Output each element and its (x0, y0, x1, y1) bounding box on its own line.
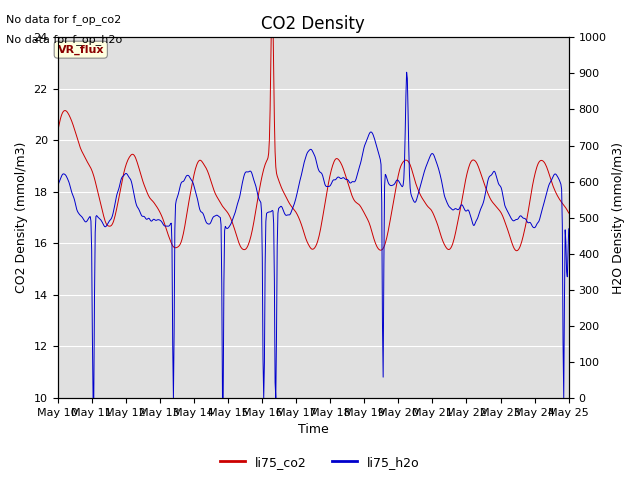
li75_h2o (195, 204, 203, 209)
Y-axis label: CO2 Density (mmol/m3): CO2 Density (mmol/m3) (15, 142, 28, 293)
Legend: li75_co2, li75_h2o: li75_co2, li75_h2o (215, 451, 425, 474)
li75_h2o (403, 69, 410, 75)
li75_h2o (390, 181, 398, 187)
li75_h2o (89, 395, 97, 401)
li75_co2 (195, 159, 202, 165)
Title: CO2 Density: CO2 Density (261, 15, 365, 33)
li75_h2o (168, 242, 176, 248)
Y-axis label: H2O Density (mmol/m3): H2O Density (mmol/m3) (612, 142, 625, 294)
li75_co2 (168, 240, 175, 246)
li75_co2 (376, 247, 383, 253)
li75_h2o (54, 184, 61, 190)
li75_h2o (376, 154, 383, 160)
Text: No data for f_op_h2o: No data for f_op_h2o (6, 34, 123, 45)
X-axis label: Time: Time (298, 423, 328, 436)
Text: No data for f_op_co2: No data for f_op_co2 (6, 14, 122, 25)
li75_co2 (513, 248, 521, 253)
Line: li75_h2o: li75_h2o (58, 72, 569, 398)
li75_co2 (565, 210, 573, 216)
li75_co2 (54, 130, 61, 135)
li75_co2 (268, 9, 276, 14)
Line: li75_co2: li75_co2 (58, 12, 569, 251)
li75_co2 (63, 108, 70, 114)
li75_co2 (116, 192, 124, 198)
li75_h2o (565, 226, 573, 232)
li75_h2o (116, 180, 124, 186)
li75_co2 (390, 193, 398, 199)
li75_h2o (63, 174, 70, 180)
Text: VR_flux: VR_flux (58, 45, 104, 55)
